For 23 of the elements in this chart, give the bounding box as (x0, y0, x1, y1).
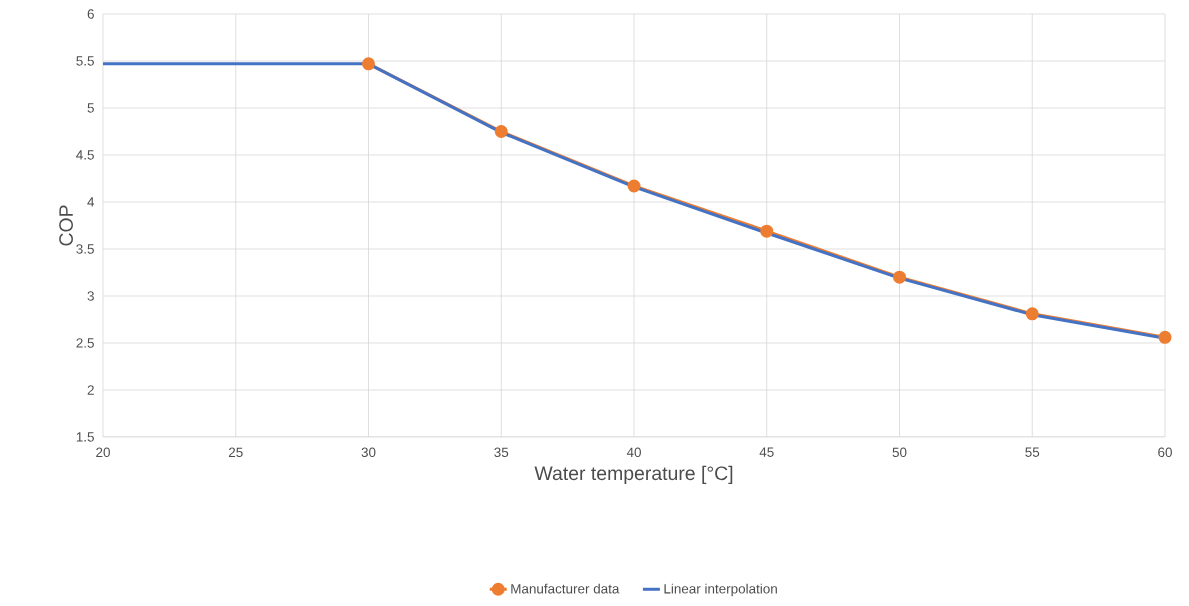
y-tick-label: 3 (87, 291, 94, 301)
y-tick-label: 1.5 (76, 432, 94, 442)
y-tick-label: 4 (87, 197, 95, 207)
x-axis-title: Water temperature [°C] (534, 465, 733, 484)
y-tick-label: 2 (87, 385, 94, 395)
y-tick-label: 6 (87, 9, 94, 19)
y-tick-label: 5 (87, 103, 94, 113)
x-tick-label: 50 (892, 447, 907, 458)
x-tick-label: 55 (1025, 447, 1040, 457)
x-tick-label: 60 (1158, 447, 1172, 458)
x-tick-label: 25 (228, 447, 243, 458)
x-tick-label: 20 (96, 447, 110, 458)
x-tick-label: 30 (361, 447, 376, 458)
y-tick-label: 3.5 (76, 244, 94, 254)
x-tick-label: 35 (494, 447, 509, 458)
y-axis-title: COP (59, 205, 73, 246)
x-tick-label: 45 (759, 447, 774, 457)
y-tick-label: 4.5 (76, 150, 94, 160)
legend-label: Linear interpolation (664, 583, 777, 597)
legend-label: Manufacturer data (511, 583, 620, 594)
y-tick-label: 2.5 (76, 338, 94, 348)
x-tick-label: 40 (626, 447, 641, 458)
y-tick-label: 5.5 (76, 56, 94, 66)
